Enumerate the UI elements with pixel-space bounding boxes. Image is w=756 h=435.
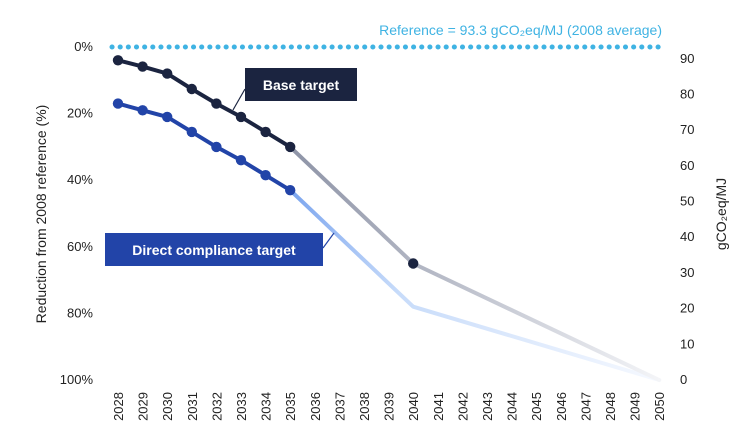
direct-compliance-label: Direct compliance target: [132, 242, 296, 258]
y-right-tick-label: 40: [680, 229, 694, 244]
x-tick-label: 2034: [259, 392, 274, 421]
y-left-tick-label: 0%: [74, 39, 93, 54]
direct-compliance-point: [112, 98, 124, 109]
y-axis-left-title: Reduction from 2008 reference (%): [33, 105, 49, 324]
x-tick-label: 2048: [603, 392, 618, 421]
y-left-tick-label: 60%: [67, 239, 93, 254]
y-axis-right-ticks: 0 10 20 30 40 50 60 70 80 90: [680, 51, 694, 387]
direct-compliance-point: [162, 111, 173, 123]
base-target-point: [137, 61, 148, 72]
y-right-tick-label: 80: [680, 86, 694, 101]
y-axis-left-ticks: 0% 20% 40% 60% 80% 100%: [60, 39, 94, 387]
x-tick-label: 2050: [652, 392, 667, 421]
y-left-tick-label: 80%: [67, 305, 93, 320]
base-target-projection-line: [288, 144, 662, 382]
base-target-point: [211, 98, 222, 109]
x-tick-label: 2049: [628, 392, 643, 421]
base-target-point: [408, 258, 419, 269]
direct-compliance-point: [137, 105, 148, 116]
direct-compliance-point: [260, 170, 271, 181]
x-tick-label: 2028: [111, 392, 126, 421]
x-tick-label: 2030: [160, 392, 175, 421]
x-tick-label: 2040: [406, 392, 421, 421]
base-target-point: [112, 55, 124, 66]
base-target-point: [260, 126, 271, 138]
y-right-tick-label: 90: [680, 51, 694, 66]
x-tick-label: 2041: [431, 392, 446, 421]
base-target-point: [186, 83, 197, 95]
y-right-tick-label: 20: [680, 301, 694, 316]
x-tick-label: 2043: [480, 392, 495, 421]
x-tick-label: 2036: [308, 392, 323, 421]
x-tick-label: 2029: [136, 392, 151, 421]
y-axis-right-title: gCO₂eq/MJ: [713, 178, 729, 250]
x-tick-label: 2039: [382, 392, 397, 421]
series-base-target: [112, 55, 662, 382]
base-target-callout: [245, 68, 357, 101]
y-right-tick-label: 10: [680, 336, 694, 351]
y-right-tick-label: 50: [680, 194, 694, 209]
direct-compliance-point: [285, 185, 296, 196]
x-tick-label: 2037: [332, 392, 347, 421]
x-tick-label: 2047: [578, 392, 593, 421]
base-target-point: [162, 68, 173, 79]
direct-callout-leader: [322, 232, 335, 249]
y-left-tick-label: 20%: [67, 106, 93, 121]
base-target-point: [285, 141, 296, 153]
base-callout-leader: [232, 88, 246, 111]
base-target-point: [235, 111, 247, 123]
base-target-label: Base target: [263, 77, 340, 93]
direct-compliance-callout: [105, 233, 323, 266]
x-tick-label: 2035: [283, 392, 298, 421]
series-direct-compliance: [112, 98, 662, 382]
x-tick-label: 2031: [185, 392, 200, 421]
x-tick-label: 2045: [529, 392, 544, 421]
direct-compliance-point: [235, 155, 247, 166]
x-tick-label: 2032: [209, 392, 224, 421]
x-tick-label: 2033: [234, 392, 249, 421]
y-left-tick-label: 40%: [67, 172, 93, 187]
x-tick-label: 2044: [505, 392, 520, 421]
x-tick-label: 2038: [357, 392, 372, 421]
reference-label: Reference = 93.3 gCO₂eq/MJ (2008 average…: [379, 22, 662, 38]
direct-compliance-projection-line: [288, 188, 662, 382]
y-right-tick-label: 0: [680, 372, 687, 387]
x-axis-ticks: 2028 2029 2030 2031 2032 2033 2034 2035 2036 2037…: [111, 392, 667, 421]
x-tick-label: 2042: [455, 392, 470, 421]
y-right-tick-label: 60: [680, 158, 694, 173]
y-right-tick-label: 70: [680, 122, 694, 137]
direct-compliance-point: [186, 126, 197, 138]
x-tick-label: 2046: [554, 392, 569, 421]
y-right-tick-label: 30: [680, 265, 694, 280]
direct-compliance-point: [211, 141, 222, 153]
y-left-tick-label: 100%: [60, 372, 94, 387]
